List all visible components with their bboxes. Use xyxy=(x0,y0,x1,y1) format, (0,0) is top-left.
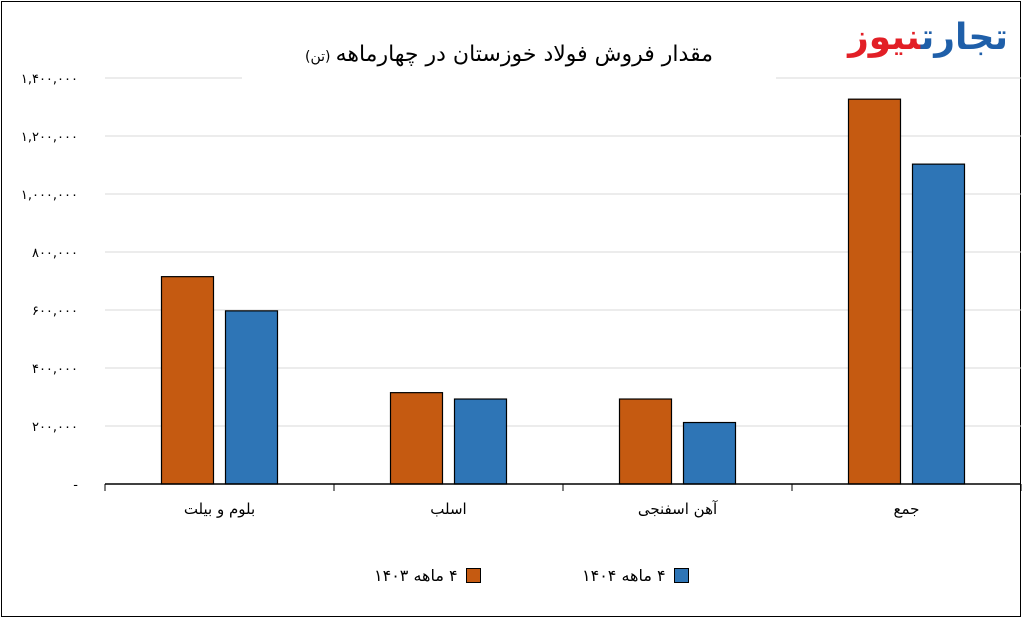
bar-1404-3 xyxy=(911,163,966,485)
bar-1404-2 xyxy=(682,421,737,485)
x-axis-category-labels: بلوم و بیلت اسلب آهن اسفنجی جمع xyxy=(184,500,920,518)
x-category-label: آهن اسفنجی xyxy=(638,500,718,518)
x-category-label: جمع xyxy=(894,500,920,518)
bar-1403-0 xyxy=(160,276,215,485)
chart-title-text: مقدار فروش فولاد خوزستان در چهارماهه xyxy=(335,42,713,67)
legend-item-1404: ۴ ماهه ۱۴۰۴ xyxy=(582,566,689,585)
brand-logo: تجارتنیوز xyxy=(848,16,1009,60)
legend-label-1404: ۴ ماهه ۱۴۰۴ xyxy=(582,566,666,585)
legend-label-1403: ۴ ماهه ۱۴۰۳ xyxy=(374,566,458,585)
y-tick-label: ۶۰۰,۰۰۰ xyxy=(32,304,78,319)
bars xyxy=(160,98,966,485)
bar-1403-1 xyxy=(389,392,444,485)
y-axis-tick-labels: - ۲۰۰,۰۰۰ ۴۰۰,۰۰۰ ۶۰۰,۰۰۰ ۸۰۰,۰۰۰ ۱,۰۰۰,۰۰۰ ۱,… xyxy=(21,72,78,493)
x-category-label: اسلب xyxy=(430,500,466,518)
y-tick-label: ۲۰۰,۰۰۰ xyxy=(32,420,78,435)
y-tick-label: ۸۰۰,۰۰۰ xyxy=(32,246,78,261)
legend-swatch-1404 xyxy=(673,568,689,583)
bar-1403-3 xyxy=(847,98,902,485)
brand-logo-part1: تجارت xyxy=(920,17,1009,58)
x-category-label: بلوم و بیلت xyxy=(184,500,255,518)
x-axis xyxy=(104,483,1022,491)
y-tick-label: ۱,۴۰۰,۰۰۰ xyxy=(21,72,78,87)
y-tick-label: ۴۰۰,۰۰۰ xyxy=(32,362,78,377)
y-tick-label: ۱,۰۰۰,۰۰۰ xyxy=(21,188,78,203)
bar-1403-2 xyxy=(618,398,673,485)
y-tick-label: ۱,۲۰۰,۰۰۰ xyxy=(21,130,78,145)
y-tick-label: - xyxy=(73,478,78,493)
chart-title: مقدار فروش فولاد خوزستان در چهارماهه (تن… xyxy=(242,42,776,86)
chart-legend: ۴ ماهه ۱۴۰۳ ۴ ماهه ۱۴۰۴ xyxy=(2,562,1022,592)
legend-swatch-1403 xyxy=(465,568,481,583)
legend-item-1403: ۴ ماهه ۱۴۰۳ xyxy=(374,566,481,585)
bar-1404-0 xyxy=(224,310,279,485)
brand-logo-part2: نیوز xyxy=(848,17,922,58)
bar-1404-1 xyxy=(453,398,508,485)
chart-title-unit: (تن) xyxy=(305,49,331,65)
